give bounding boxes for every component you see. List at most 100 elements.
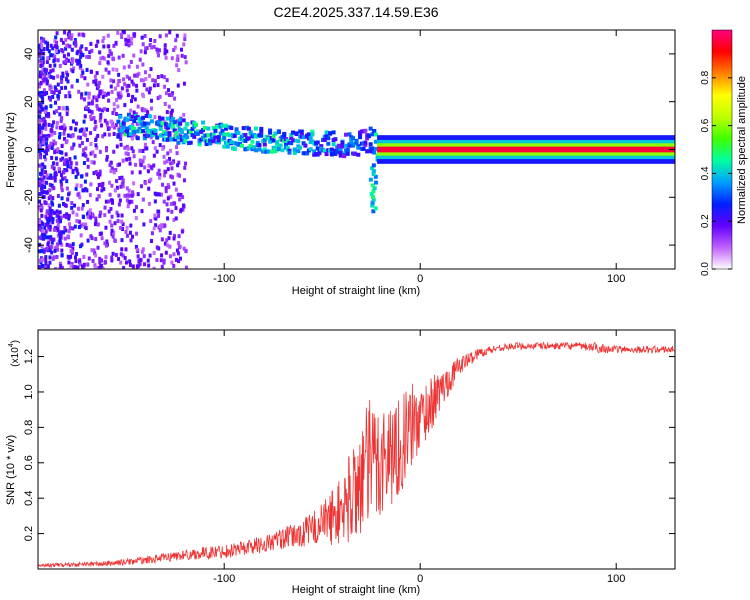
heatmap-cell (83, 128, 87, 133)
heatmap-cell (328, 131, 333, 136)
heatmap-cell (185, 135, 190, 140)
heatmap-cell (61, 106, 65, 111)
heatmap-cell (97, 107, 101, 112)
y-tick-label: 0.8 (23, 420, 35, 435)
heatmap-cell (149, 98, 153, 103)
heatmap-cell (93, 119, 97, 124)
heatmap-cell (354, 139, 359, 144)
heatmap-cell (154, 216, 158, 221)
heatmap-cell (163, 84, 167, 89)
heatmap-cell (275, 143, 280, 148)
heatmap-cell (147, 186, 151, 191)
heatmap-cell (77, 32, 81, 37)
heatmap-cell (88, 50, 92, 55)
heatmap-cell (76, 265, 80, 269)
heatmap-cell (128, 132, 133, 137)
heatmap-cell (119, 91, 123, 96)
heatmap-cell (42, 134, 46, 139)
heatmap-cell (108, 49, 112, 54)
heatmap-cell (42, 73, 46, 78)
heatmap-cell (172, 120, 177, 125)
heatmap-cell (103, 205, 107, 210)
heatmap-cell (133, 73, 137, 78)
heatmap-cell (170, 108, 174, 113)
heatmap-cell (144, 130, 148, 135)
heatmap-cell (179, 138, 184, 143)
heatmap-cell (63, 126, 67, 131)
heatmap-cell (168, 230, 172, 235)
snr-y-label: SNR (10 * v/v) (5, 435, 17, 505)
heatmap-cell (128, 230, 132, 235)
heatmap-cell (64, 85, 68, 90)
heatmap-cell (163, 51, 167, 56)
heatmap-cell (55, 125, 59, 130)
heatmap-cell (109, 78, 113, 83)
heatmap-cell (83, 76, 87, 81)
heatmap-cell (338, 153, 343, 158)
heatmap-cell (181, 195, 185, 200)
heatmap-cell (170, 92, 174, 97)
heatmap-cell (181, 135, 186, 140)
heatmap-cell (141, 159, 145, 164)
heatmap-cell (113, 238, 117, 243)
heatmap-cell (40, 71, 44, 76)
heatmap-cell (63, 168, 67, 173)
heatmap-cell (48, 182, 52, 187)
heatmap-cell (248, 130, 253, 135)
heatmap-cell (46, 45, 50, 50)
heatmap-cell (65, 242, 69, 247)
heatmap-cell (162, 260, 166, 265)
heatmap-cell (152, 250, 156, 255)
heatmap-cell (79, 244, 83, 249)
heatmap-cell (271, 145, 276, 150)
heatmap-cell (162, 173, 166, 178)
heatmap-cell (331, 130, 336, 135)
heatmap-cell (135, 231, 139, 236)
heatmap-cell (145, 87, 149, 92)
heatmap-cell (80, 74, 84, 79)
snr-y-scale-exponent: 4 (8, 343, 15, 347)
heatmap-cell (345, 147, 350, 152)
heatmap-cell (126, 38, 130, 43)
heatmap-cell (71, 69, 75, 74)
heatmap-cell (177, 160, 181, 165)
heatmap-cell (112, 125, 116, 130)
heatmap-cell (171, 116, 176, 121)
heatmap-cell (90, 248, 94, 253)
heatmap-cell (82, 161, 86, 166)
heatmap-cell (208, 138, 213, 143)
heatmap-cell (71, 119, 75, 124)
heatmap-cell (135, 129, 140, 134)
heatmap-cell (176, 54, 180, 59)
heatmap-cell (40, 174, 44, 179)
heatmap-cell (145, 46, 149, 51)
heatmap-cell (118, 114, 123, 119)
snr-panel: -100 0 100 0.2 0.4 0.6 0.8 1.0 1.2 Height of st… (5, 329, 676, 596)
heatmap-cell (366, 134, 371, 139)
heatmap-cell (167, 104, 171, 109)
heatmap-cell (38, 114, 42, 119)
heatmap-cell (347, 142, 352, 147)
snr-y-scale-base: (x10 (10, 347, 21, 367)
heatmap-cell (97, 175, 101, 180)
heatmap-cell (39, 203, 43, 208)
heatmap-cell (172, 128, 177, 133)
heatmap-cell (40, 131, 44, 136)
heatmap-cell (113, 188, 117, 193)
heatmap-cell (97, 94, 101, 99)
heatmap-cell (48, 194, 52, 199)
heatmap-cell (58, 150, 62, 155)
heatmap-cell (59, 37, 63, 42)
heatmap-cell (45, 190, 49, 195)
heatmap-cell (144, 181, 148, 186)
heatmap-cell (63, 203, 67, 208)
heatmap-cell (81, 70, 85, 75)
heatmap-cell (38, 265, 42, 269)
heatmap-cell (257, 143, 262, 148)
heatmap-cell (100, 188, 104, 193)
y-tick-label: 0.6 (23, 455, 35, 470)
heatmap-cell (268, 139, 273, 144)
heatmap-cell (78, 47, 82, 52)
heatmap-cell (40, 184, 44, 189)
heatmap-cell (161, 224, 165, 229)
